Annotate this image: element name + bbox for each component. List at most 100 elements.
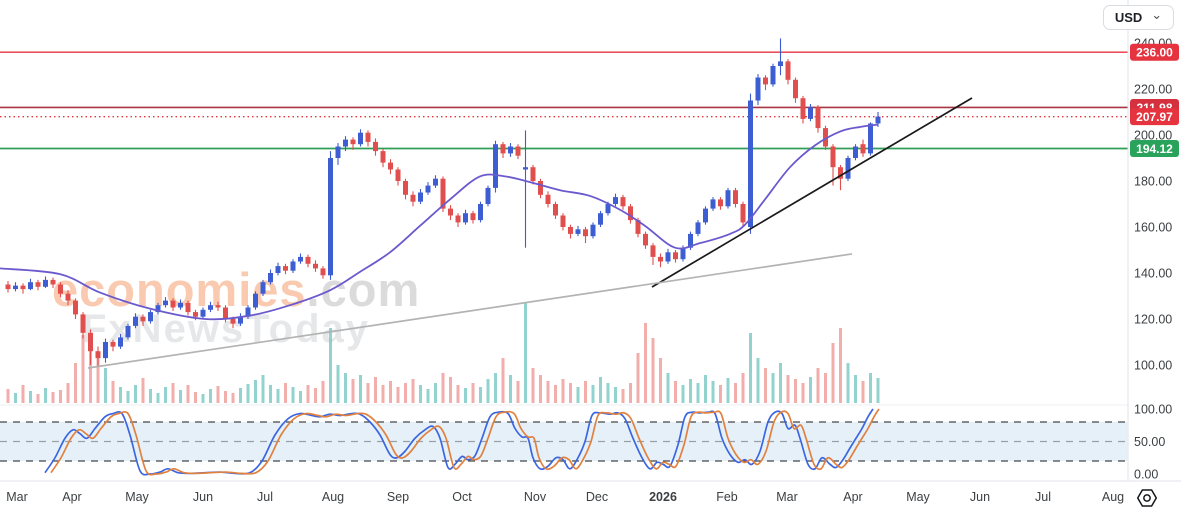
candle-body: [470, 213, 476, 221]
volume-bar: [869, 373, 872, 403]
volume-bar: [576, 387, 580, 403]
candle-body: [553, 204, 558, 216]
volume-bar: [186, 385, 190, 403]
candle-body: [185, 302, 191, 313]
volume-bar: [239, 388, 242, 403]
candle-body: [215, 305, 221, 308]
candle-body: [808, 107, 813, 119]
volume-bar: [471, 383, 475, 403]
time-tick-label-Jun: Jun: [970, 490, 990, 504]
candle-body: [193, 312, 198, 317]
volume-bar: [126, 391, 130, 403]
candle-body: [13, 285, 18, 290]
svg-text:236.00: 236.00: [1136, 46, 1173, 60]
time-tick-label-Jul: Jul: [257, 490, 273, 504]
candle-body: [875, 116, 881, 124]
candle-body: [575, 229, 581, 234]
candle-body: [455, 215, 461, 223]
trendline-uptrend-shallow[interactable]: [87, 253, 853, 369]
candle-body: [388, 162, 393, 170]
volume-bar: [74, 363, 77, 403]
svg-text:194.12: 194.12: [1136, 142, 1173, 156]
candle-body: [868, 123, 873, 154]
settings-hexagon-icon: [1136, 489, 1158, 507]
candle-body: [343, 139, 348, 147]
volume-bar: [299, 391, 302, 403]
candle-body: [568, 227, 573, 234]
volume-bar: [89, 343, 92, 403]
volume-bar: [711, 381, 715, 403]
candle-body: [208, 305, 213, 310]
volume-bar: [479, 387, 482, 403]
volume-bar: [44, 388, 47, 403]
candle-body: [230, 319, 236, 324]
candle-body: [853, 146, 858, 158]
candle-body: [860, 144, 866, 154]
axis-settings-button[interactable]: [1133, 484, 1161, 512]
time-tick-label-Apr: Apr: [843, 490, 862, 504]
time-tick-label-Oct: Oct: [452, 490, 472, 504]
volume-bar: [464, 388, 467, 403]
candle-body: [508, 146, 513, 154]
candle-body: [613, 197, 618, 204]
candle-body: [725, 190, 731, 207]
candle-body: [680, 247, 686, 260]
price-axis[interactable]: 240.00220.00200.00180.00160.00140.00120.…: [1130, 37, 1179, 482]
volume-bar: [434, 383, 437, 403]
volume-bar: [786, 375, 790, 403]
volume-bar: [29, 391, 32, 403]
candle-body: [103, 342, 108, 359]
volume-bar: [621, 389, 625, 403]
svg-text:207.97: 207.97: [1136, 110, 1173, 124]
candle-body: [43, 279, 48, 287]
volume-bar: [276, 389, 280, 403]
volume-bar: [614, 387, 617, 403]
candle-body: [5, 284, 11, 290]
volume-bar: [831, 343, 835, 403]
level-lines-layer: [0, 51, 1128, 150]
candle-body: [823, 128, 828, 147]
volume-bar: [269, 385, 272, 403]
volume-bar: [516, 381, 520, 403]
candle-body: [590, 224, 596, 237]
candle-body: [733, 190, 738, 204]
candle-body: [283, 266, 288, 271]
candle-body: [320, 268, 326, 276]
candle-body: [583, 229, 588, 237]
candle-body: [523, 167, 528, 170]
candle-body: [433, 178, 438, 186]
moving-average-line[interactable]: [0, 123, 879, 321]
volume-bar: [689, 379, 692, 403]
volume-bar: [149, 389, 152, 403]
time-axis[interactable]: Mar Apr May Jun Jul Aug Sep Oct Nov Dec 2026 Feb Mar…: [6, 490, 1124, 504]
candle-body: [260, 282, 266, 294]
volume-bar: [801, 383, 805, 403]
candle-body: [365, 132, 371, 142]
candle-body: [748, 100, 753, 227]
candle-body: [598, 213, 603, 225]
volume-bar: [561, 379, 565, 403]
volume-bar: [396, 387, 400, 403]
volume-bar: [681, 385, 685, 403]
candle-body: [643, 233, 648, 246]
candle-body: [478, 204, 483, 221]
volume-bar: [59, 390, 62, 403]
price-tick-label: 180.00: [1134, 175, 1172, 189]
currency-selector-button[interactable]: USD ⌄: [1103, 5, 1174, 30]
volume-bar: [666, 373, 670, 403]
volume-bar: [749, 333, 752, 403]
volume-bar: [734, 383, 737, 403]
volume-bar: [381, 385, 385, 403]
candle-body: [620, 197, 626, 207]
volume-bar: [659, 358, 662, 403]
candle-body: [545, 194, 551, 204]
time-tick-label-Sep: Sep: [387, 490, 409, 504]
volume-bar: [111, 381, 115, 403]
volume-bar: [606, 383, 610, 403]
volume-bar: [6, 389, 10, 403]
time-tick-label-Apr: Apr: [62, 490, 81, 504]
candle-body: [118, 337, 123, 347]
candle-body: [373, 141, 378, 152]
trendline-uptrend-steep[interactable]: [651, 97, 973, 288]
